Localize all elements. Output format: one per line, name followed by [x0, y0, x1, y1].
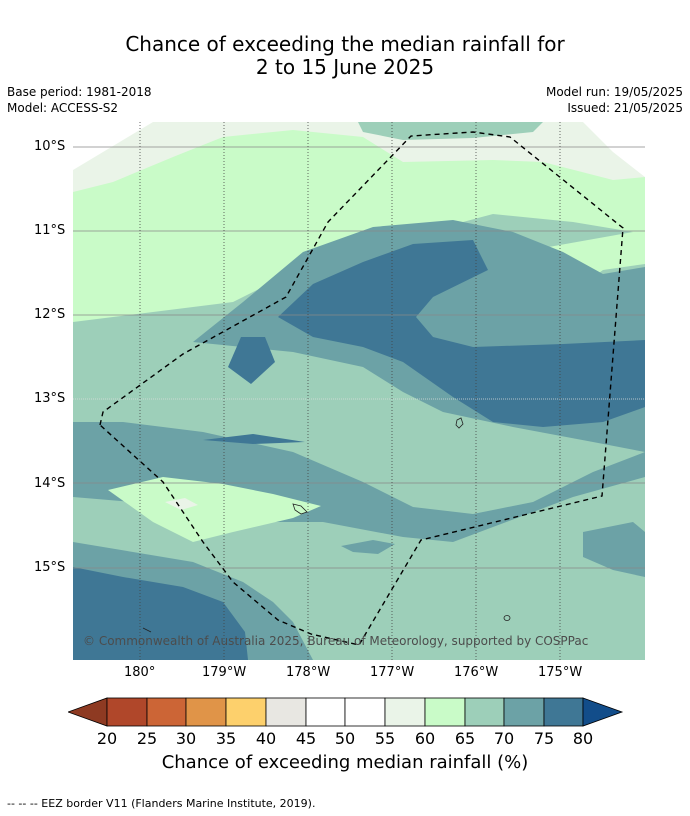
- colorbar-cell-35-40: [225, 697, 267, 727]
- lon-label-177w: 177°W: [370, 665, 415, 680]
- lat-label-14s: 14°S: [34, 476, 66, 491]
- colorbar-tick-75: 75: [533, 729, 555, 748]
- map-title-line2: 2 to 15 June 2025: [255, 55, 435, 79]
- colorbar-cell-65-70: [464, 697, 505, 727]
- contour-65-70-top: [358, 122, 543, 140]
- lon-label-179w: 179°W: [202, 665, 247, 680]
- lon-label-176w: 176°W: [454, 665, 499, 680]
- lat-gridlines: [73, 146, 645, 569]
- colorbar-cell-30-35: [185, 697, 227, 727]
- colorbar-tick-70: 70: [493, 729, 515, 748]
- model-name: Model: ACCESS-S2: [7, 101, 119, 115]
- colorbar-tick-65: 65: [454, 729, 476, 748]
- colorbar-tick-30: 30: [175, 729, 197, 748]
- base-period: Base period: 1981-2018: [7, 85, 152, 99]
- colorbar-cell-60-65: [424, 697, 466, 727]
- colorbar-cell-70-75: [503, 697, 545, 727]
- colorbar-tick-35: 35: [215, 729, 237, 748]
- colorbar-cell-20-25: [106, 697, 148, 727]
- contour-60-65-south: [108, 477, 321, 542]
- colorbar-over-arrow: [582, 697, 624, 727]
- colorbar-cell-25-30: [146, 697, 187, 727]
- contour-50-55-corner: [73, 122, 153, 170]
- contour-75-80-sw: [73, 567, 248, 660]
- contour-70-75-se: [583, 522, 645, 577]
- contour-70-75-small: [341, 540, 395, 554]
- eez-footnote: -- -- -- EEZ border V11 (Flanders Marine…: [7, 797, 316, 810]
- lat-label-13s: 13°S: [34, 391, 66, 406]
- colorbar-tick-20: 20: [96, 729, 118, 748]
- colorbar: [68, 697, 624, 727]
- eez-border: [99, 131, 624, 646]
- lon-label-175w: 175°W: [538, 665, 583, 680]
- contour-55-60-north: [73, 122, 645, 192]
- lat-label-12s: 12°S: [34, 307, 66, 322]
- colorbar-tick-40: 40: [255, 729, 277, 748]
- colorbar-tick-80: 80: [572, 729, 594, 748]
- colorbar-label: Chance of exceeding median rainfall (%): [161, 752, 529, 773]
- lon-label-180: 180°: [124, 665, 156, 680]
- colorbar-tick-50: 50: [334, 729, 356, 748]
- rainfall-map: © Commonwealth of Australia 2025, Bureau…: [73, 122, 645, 660]
- model-run: Model run: 19/05/2025: [545, 85, 683, 99]
- contour-75-80-central: [278, 240, 645, 427]
- lon-label-178w: 178°W: [286, 665, 331, 680]
- contour-55-60-south: [165, 498, 198, 510]
- colorbar-tick-25: 25: [136, 729, 158, 748]
- copyright-text: © Commonwealth of Australia 2025, Bureau…: [83, 634, 588, 648]
- issued-date: Issued: 21/05/2025: [567, 101, 683, 115]
- colorbar-cell-40-45: [265, 697, 307, 727]
- colorbar-cell-50-55: [344, 697, 386, 727]
- colorbar-under-arrow: [68, 697, 108, 727]
- colorbar-cell-55-60: [384, 697, 426, 727]
- lat-label-11s: 11°S: [34, 223, 66, 238]
- lat-label-15s: 15°S: [34, 560, 66, 575]
- contour-75-80-blob: [228, 337, 275, 384]
- colorbar-cell-75-80: [543, 697, 584, 727]
- colorbar-cell-45-50: [305, 697, 346, 727]
- map-title-line1: Chance of exceeding the median rainfall …: [125, 32, 565, 56]
- lat-label-10s: 10°S: [34, 139, 66, 154]
- contour-50-55-ne: [583, 122, 645, 177]
- colorbar-tick-55: 55: [374, 729, 396, 748]
- colorbar-tick-45: 45: [295, 729, 317, 748]
- island-outlines: [142, 417, 511, 633]
- colorbar-tick-60: 60: [414, 729, 436, 748]
- contour-75-80-streak: [203, 434, 305, 444]
